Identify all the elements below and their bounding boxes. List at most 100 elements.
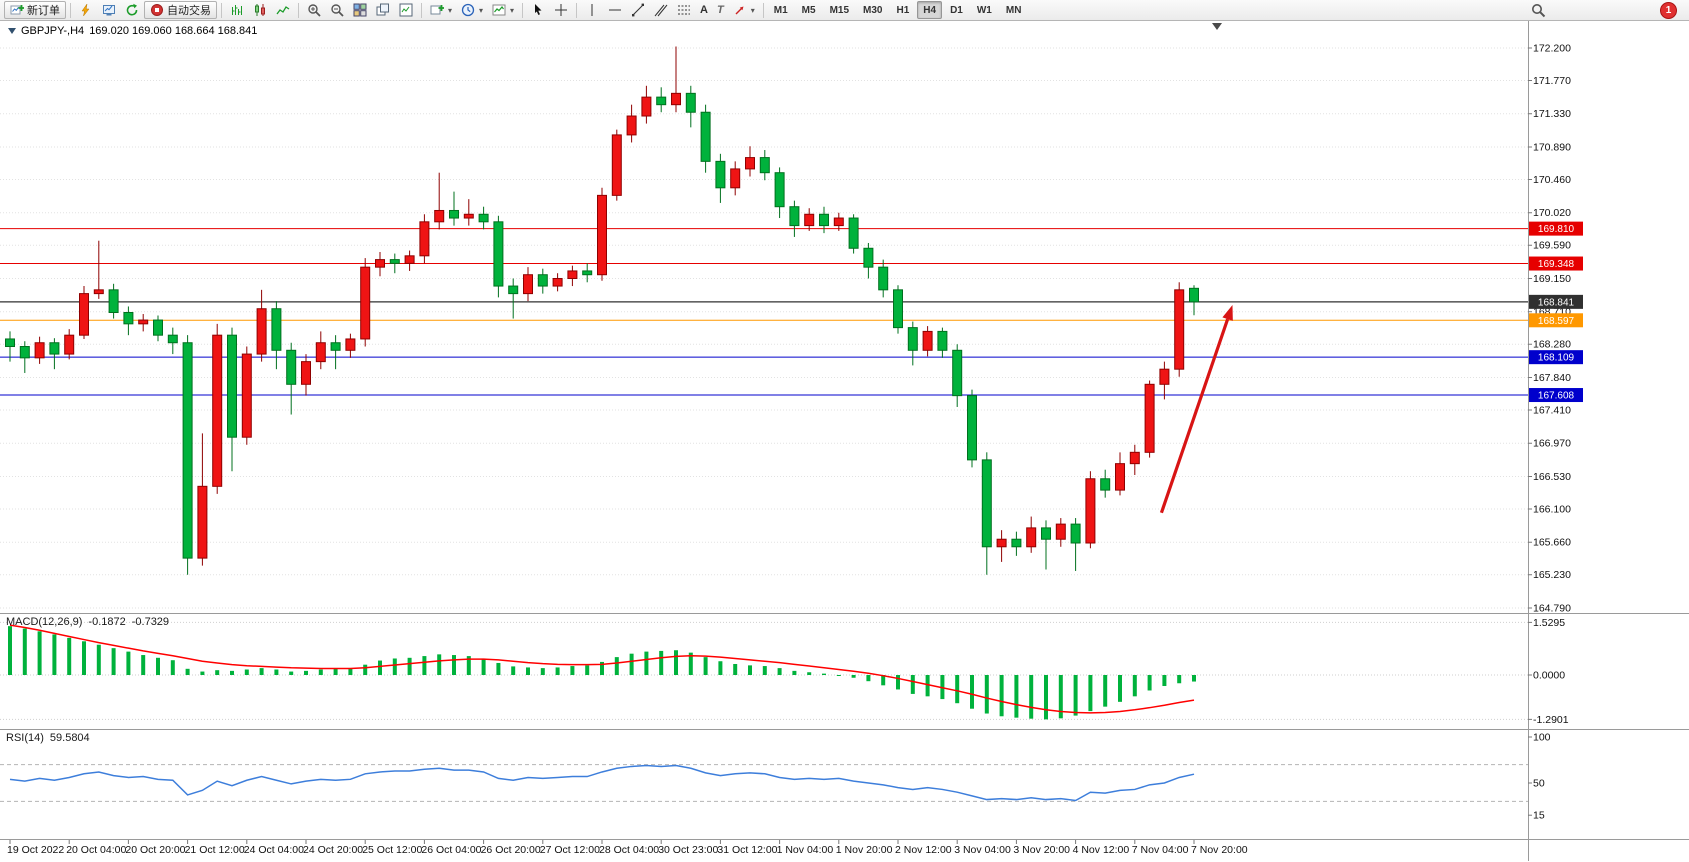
timeframe-mn-button[interactable]: MN <box>1000 1 1028 19</box>
timeframe-m15-button[interactable]: M15 <box>824 1 855 19</box>
cascade-windows-button[interactable] <box>372 1 394 19</box>
fibonacci-tool-button[interactable] <box>673 1 695 19</box>
macd-histogram-bar <box>1147 675 1152 691</box>
autotrading-button[interactable]: 自动交易 <box>144 1 217 19</box>
price-level-value: 167.608 <box>1538 391 1575 402</box>
timeframe-m30-button[interactable]: M30 <box>857 1 888 19</box>
candle <box>819 213 829 227</box>
candle <box>123 312 134 325</box>
arrow-symbol-icon <box>733 3 747 17</box>
price-axis[interactable]: 172.200 171.770 171.330 170.890 170.460 170.0… <box>1528 43 1583 615</box>
candle <box>167 334 178 344</box>
timeframe-h4-button[interactable]: H4 <box>917 1 943 19</box>
candle <box>641 96 652 117</box>
trendline-tool-button[interactable] <box>627 1 649 19</box>
candle <box>893 289 903 329</box>
toolbar-right-group: 1 <box>1527 1 1685 19</box>
candle <box>523 274 533 295</box>
price-level-value: 168.841 <box>1538 297 1575 308</box>
timeframe-m5-button[interactable]: M5 <box>796 1 822 19</box>
macd-histogram-bar <box>1044 675 1048 720</box>
candle <box>537 274 548 287</box>
candle <box>315 342 326 363</box>
candle <box>1070 523 1081 544</box>
notifications-badge[interactable]: 1 <box>1660 1 1677 19</box>
chart-shift-marker[interactable] <box>1212 23 1222 30</box>
timeframe-d1-button[interactable]: D1 <box>944 1 969 19</box>
candlestick-chart-button[interactable] <box>249 1 271 19</box>
candle <box>1129 451 1140 465</box>
macd-histogram-bar <box>156 657 160 675</box>
arrange-charts-button[interactable] <box>395 1 417 19</box>
line-chart-button[interactable] <box>272 1 294 19</box>
cursor-tool-button[interactable] <box>527 1 549 19</box>
macd-histogram-bar <box>8 626 12 675</box>
chevron-down-icon: ▾ <box>479 5 484 15</box>
arrange-charts-icon <box>399 3 413 17</box>
candle <box>478 213 489 223</box>
new-order-icon <box>10 3 24 17</box>
candle <box>108 289 119 314</box>
macd-indicator-name: MACD(12,26,9) <box>6 616 83 628</box>
time-axis-label: 4 Nov 12:00 <box>1073 844 1130 856</box>
horizontal-line-tool-button[interactable] <box>604 1 626 19</box>
text-label-tool-button[interactable]: T <box>713 1 728 19</box>
zoom-out-button[interactable] <box>326 1 348 19</box>
arrows-tool-button[interactable]: ▾ <box>729 1 759 19</box>
candle <box>833 217 844 227</box>
tile-windows-icon <box>353 3 367 17</box>
candle <box>79 293 89 336</box>
candle <box>774 172 785 208</box>
trend-arrow-annotation[interactable] <box>1159 304 1233 514</box>
zoom-in-button[interactable] <box>303 1 325 19</box>
candle <box>227 334 237 438</box>
new-chart-button[interactable]: ▾ <box>426 1 456 19</box>
vertical-line-tool-button[interactable] <box>581 1 603 19</box>
quick-trade-button[interactable] <box>75 1 97 19</box>
macd-histogram-bar <box>777 668 782 675</box>
timeframe-h1-button[interactable]: H1 <box>890 1 915 19</box>
bar-chart-icon <box>230 3 244 17</box>
macd-histogram-bar <box>733 663 738 675</box>
macd-histogram-bar <box>1029 675 1034 719</box>
candle <box>34 342 45 359</box>
time-axis-label: 19 Oct 2022 <box>7 844 64 856</box>
indicators-icon <box>492 3 506 17</box>
price-axis-label: 170.020 <box>1533 207 1571 219</box>
separator <box>421 2 422 18</box>
text-tool-icon: A <box>700 4 708 16</box>
macd-axis-label: 0.0000 <box>1533 670 1565 682</box>
tile-windows-button[interactable] <box>349 1 371 19</box>
periods-button[interactable]: ▾ <box>457 1 487 19</box>
channel-icon <box>654 3 668 17</box>
candle <box>804 213 815 227</box>
text-tool-button[interactable]: A <box>696 1 712 19</box>
chart-ohlc-values: 169.020 169.060 168.664 168.841 <box>89 25 258 37</box>
macd-panel[interactable]: 1.5295 0.0000 -1.2901 <box>0 617 1569 726</box>
timeframe-m1-button[interactable]: M1 <box>768 1 794 19</box>
price-level-value: 168.109 <box>1538 353 1575 364</box>
macd-histogram-bar <box>96 644 101 675</box>
profiles-button[interactable] <box>98 1 120 19</box>
bar-chart-button[interactable] <box>226 1 248 19</box>
new-order-button[interactable]: 新订单 <box>4 1 66 19</box>
rsi-panel[interactable]: 100 50 15 <box>0 732 1551 822</box>
macd-histogram-bar <box>437 654 442 675</box>
price-level-box-167.608: 167.608 <box>1529 388 1583 403</box>
text-label-icon: T <box>717 4 724 16</box>
search-button[interactable] <box>1527 1 1550 19</box>
channel-tool-button[interactable] <box>650 1 672 19</box>
macd-histogram-bar <box>67 637 72 675</box>
timeframe-w1-button[interactable]: W1 <box>971 1 998 19</box>
candle <box>967 395 977 461</box>
macd-histogram-bar <box>836 675 841 676</box>
macd-histogram-bar <box>674 650 678 675</box>
time-axis[interactable]: 19 Oct 2022 20 Oct 04:00 20 Oct 20:00 21 Oc… <box>7 840 1248 856</box>
candlestick-icon <box>253 3 267 17</box>
refresh-button[interactable] <box>121 1 143 19</box>
indicators-button[interactable]: ▾ <box>488 1 518 19</box>
price-axis-label: 170.890 <box>1533 142 1571 154</box>
crosshair-tool-button[interactable] <box>550 1 572 19</box>
macd-histogram-bar <box>1118 675 1122 702</box>
